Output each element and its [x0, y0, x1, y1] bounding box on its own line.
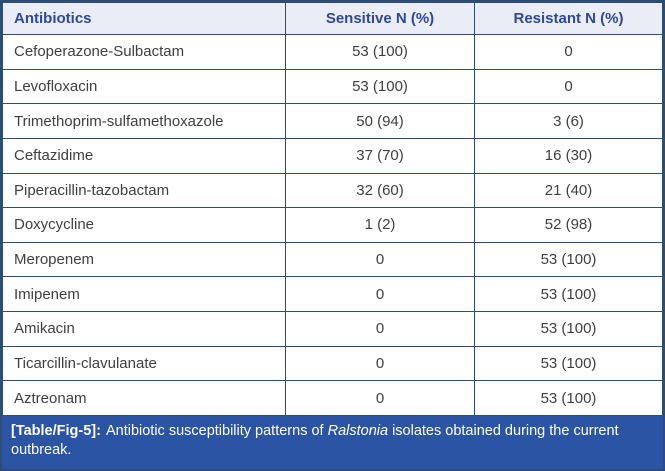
- caption-label: [Table/Fig-5]:: [11, 423, 101, 439]
- sensitive-value-cell: 32 (60): [285, 172, 475, 209]
- table-row: Aztreonam 0 53 (100): [2, 380, 663, 416]
- table-row: Meropenem 0 53 (100): [2, 241, 663, 278]
- antibiotic-name-cell: Trimethoprim-sulfamethoxazole: [2, 103, 286, 139]
- antibiotic-name-cell: Ticarcillin-clavulanate: [2, 345, 286, 382]
- column-header-sensitive: Sensitive N (%): [285, 2, 475, 35]
- resistant-value-cell: 3 (6): [474, 103, 663, 139]
- table-row: Imipenem 0 53 (100): [2, 276, 663, 312]
- antibiotic-name-cell: Amikacin: [2, 311, 286, 347]
- resistant-value-cell: 52 (98): [474, 207, 663, 243]
- sensitive-value-cell: 1 (2): [285, 207, 475, 243]
- resistant-value-cell: 16 (30): [474, 137, 663, 174]
- resistant-value-cell: 0: [474, 34, 663, 70]
- antibiotic-name-cell: Doxycycline: [2, 207, 286, 243]
- antibiotic-name-cell: Aztreonam: [2, 380, 286, 416]
- caption-text-after: isolates obtained during the current out…: [11, 423, 619, 459]
- antibiotic-name-cell: Cefoperazone-Sulbactam: [2, 34, 286, 70]
- resistant-value-cell: 53 (100): [474, 311, 663, 347]
- header-row: Antibiotics Sensitive N (%) Resistant N …: [2, 2, 663, 35]
- table-body: Cefoperazone-Sulbactam 53 (100) 0 Levofl…: [2, 34, 663, 416]
- sensitive-value-cell: 0: [285, 345, 475, 382]
- sensitive-value-cell: 53 (100): [285, 68, 475, 105]
- table-row: Cefoperazone-Sulbactam 53 (100) 0: [2, 34, 663, 70]
- resistant-value-cell: 53 (100): [474, 345, 663, 382]
- sensitive-value-cell: 0: [285, 380, 475, 416]
- resistant-value-cell: 53 (100): [474, 380, 663, 416]
- resistant-value-cell: 21 (40): [474, 172, 663, 209]
- resistant-value-cell: 53 (100): [474, 241, 663, 278]
- caption-italic-term: Ralstonia: [327, 423, 389, 439]
- table-row: Trimethoprim-sulfamethoxazole 50 (94) 3 …: [2, 103, 663, 139]
- sensitive-value-cell: 37 (70): [285, 137, 475, 174]
- antibiotic-susceptibility-table: Antibiotics Sensitive N (%) Resistant N …: [2, 2, 663, 416]
- table-row: Levofloxacin 53 (100) 0: [2, 68, 663, 105]
- column-header-resistant: Resistant N (%): [474, 2, 663, 35]
- antibiotic-name-cell: Imipenem: [2, 276, 286, 312]
- sensitive-value-cell: 53 (100): [285, 34, 475, 70]
- sensitive-value-cell: 0: [285, 241, 475, 278]
- caption-text-before: Antibiotic susceptibility patterns of: [105, 423, 324, 439]
- sensitive-value-cell: 0: [285, 276, 475, 312]
- table-row: Piperacillin-tazobactam 32 (60) 21 (40): [2, 172, 663, 209]
- antibiotic-name-cell: Levofloxacin: [2, 68, 286, 105]
- antibiotic-name-cell: Ceftazidime: [2, 137, 286, 174]
- sensitive-value-cell: 0: [285, 311, 475, 347]
- figure-caption: [Table/Fig-5]: Antibiotic susceptibility …: [2, 416, 663, 469]
- antibiotic-name-cell: Piperacillin-tazobactam: [2, 172, 286, 209]
- table-row: Amikacin 0 53 (100): [2, 311, 663, 347]
- resistant-value-cell: 53 (100): [474, 276, 663, 312]
- table-row: Ticarcillin-clavulanate 0 53 (100): [2, 345, 663, 382]
- resistant-value-cell: 0: [474, 68, 663, 105]
- column-header-antibiotics: Antibiotics: [2, 2, 286, 35]
- table-row: Doxycycline 1 (2) 52 (98): [2, 207, 663, 243]
- sensitive-value-cell: 50 (94): [285, 103, 475, 139]
- table-row: Ceftazidime 37 (70) 16 (30): [2, 137, 663, 174]
- antibiotic-name-cell: Meropenem: [2, 241, 286, 278]
